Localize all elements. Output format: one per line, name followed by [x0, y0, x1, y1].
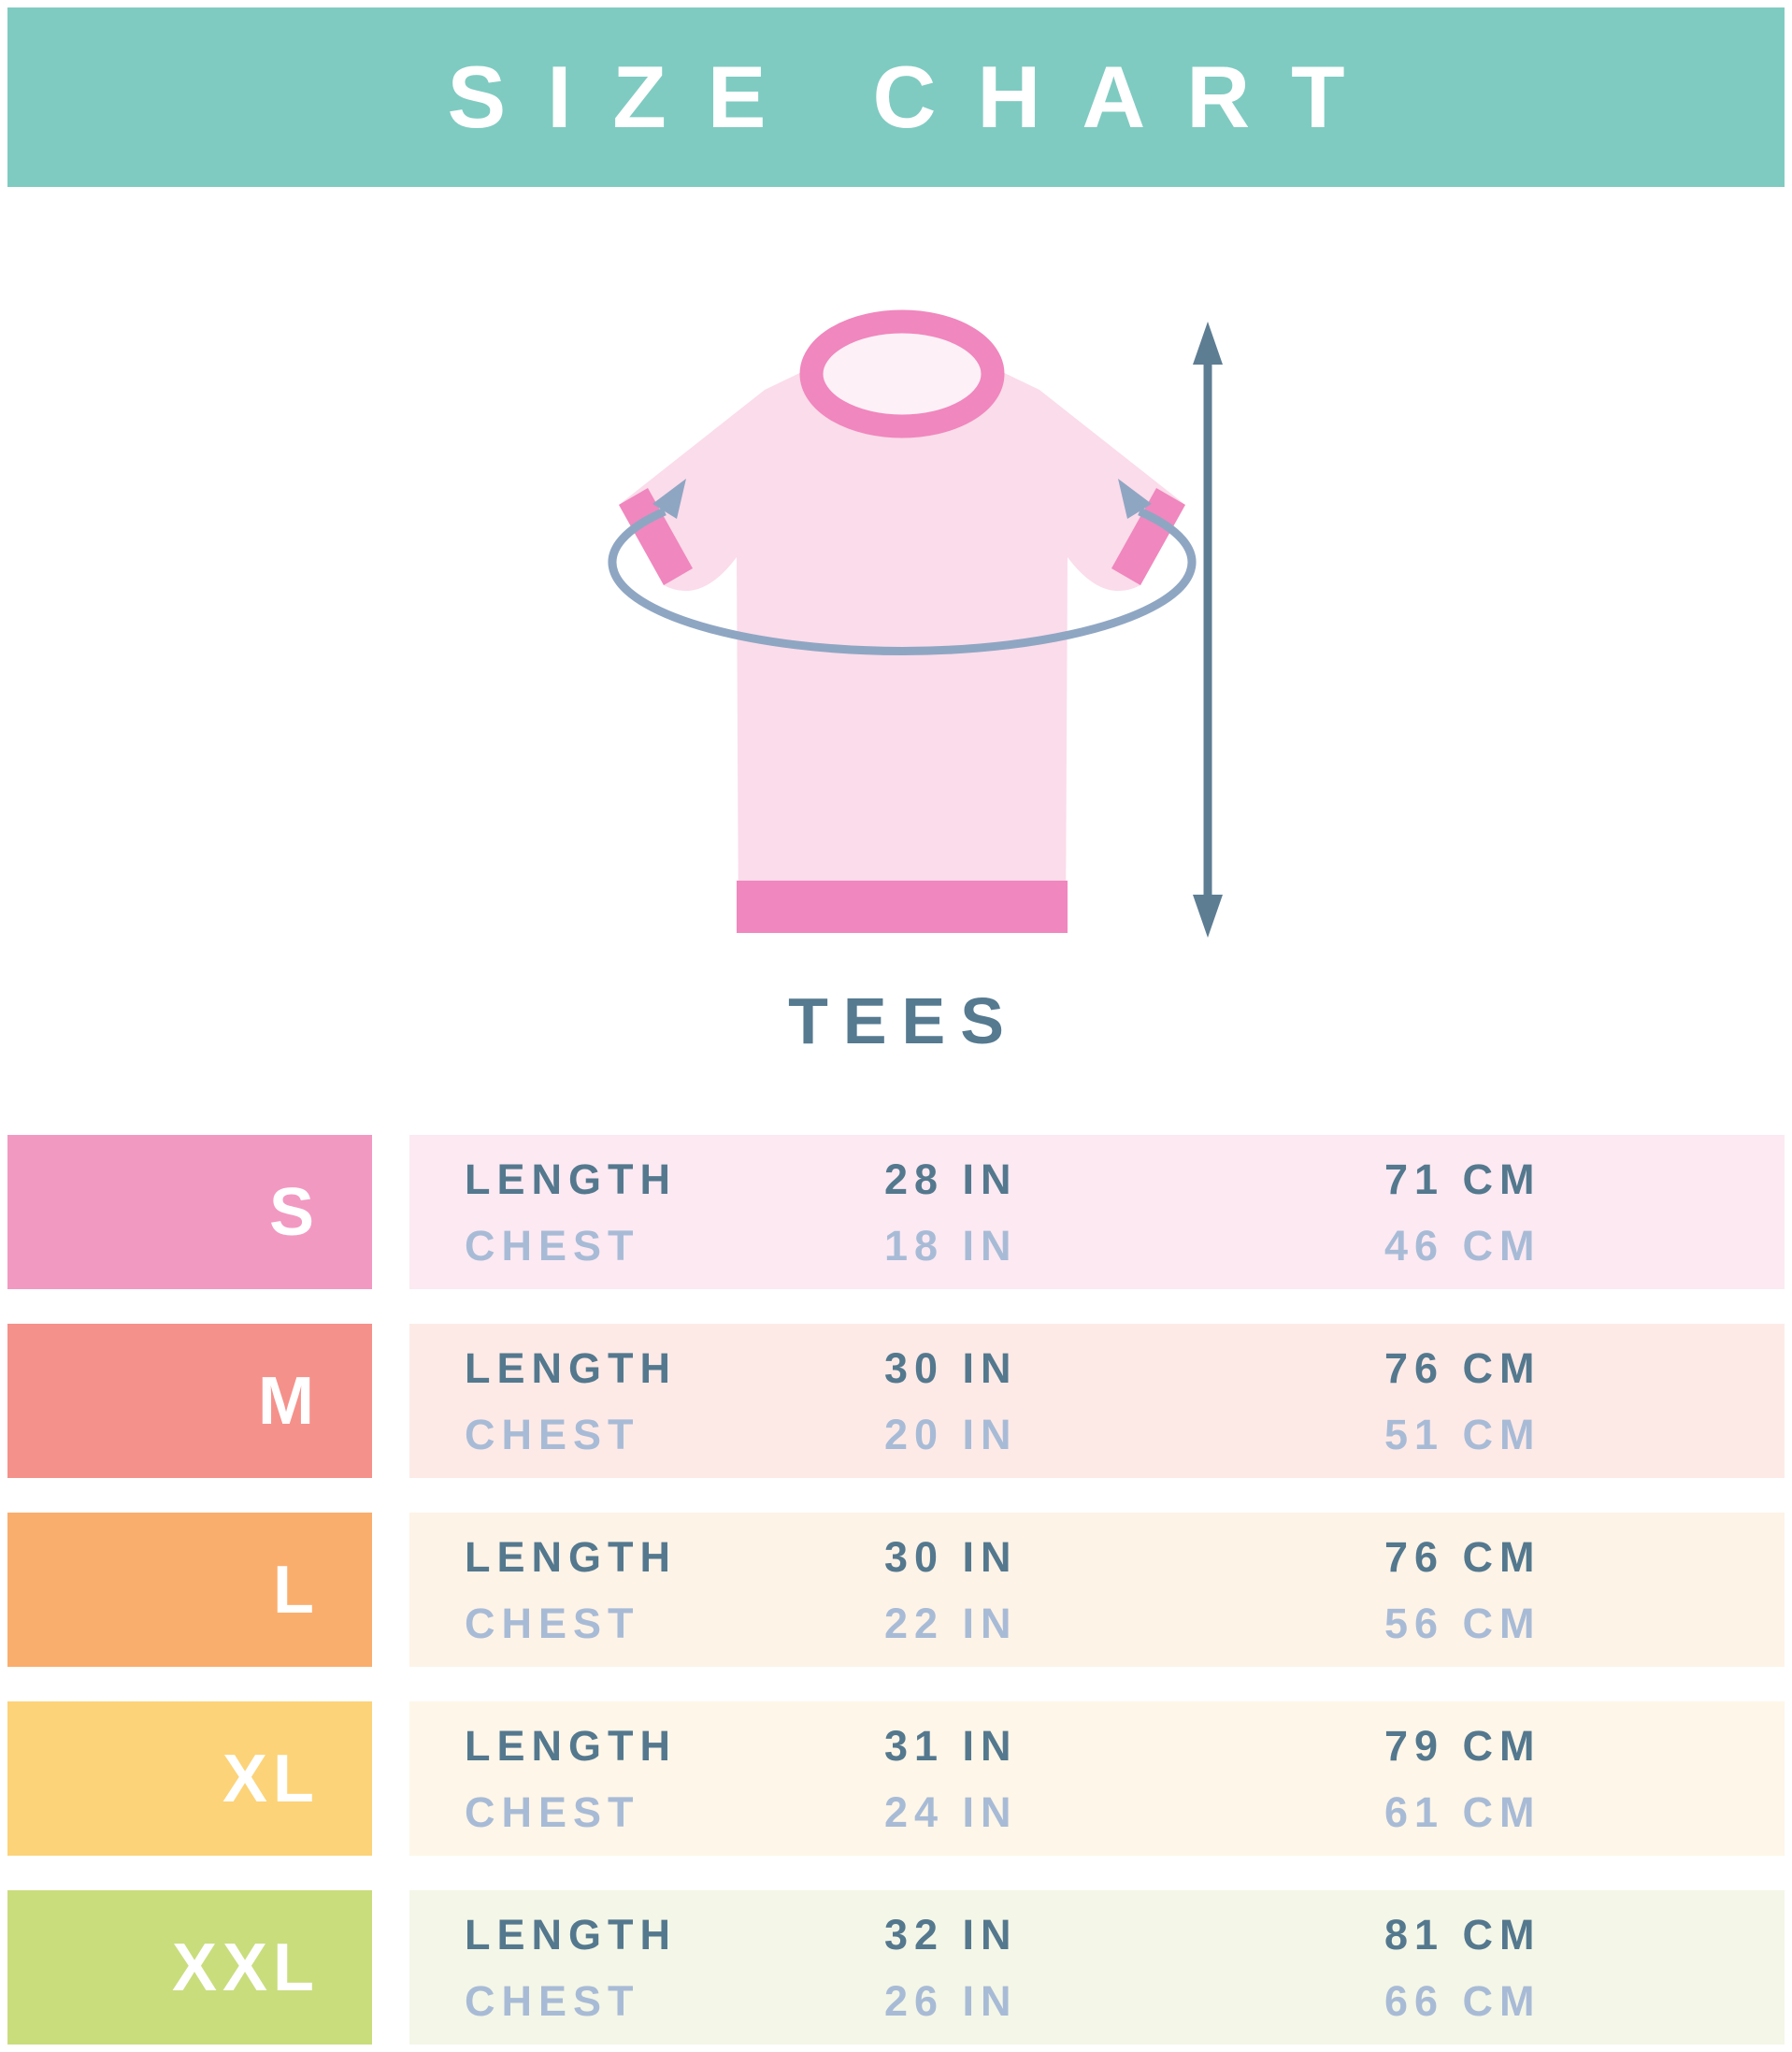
- tee-left-cuff: [619, 488, 693, 585]
- size-measurements-panel: LENGTH CHEST 30 IN 20 IN 76 CM 51 CM: [409, 1324, 1785, 1478]
- chest-arrow-right-head: [1118, 479, 1152, 519]
- length-cm-value: 76 CM: [1384, 1532, 1541, 1581]
- size-badge: M: [7, 1324, 372, 1478]
- chest-cm-value: 46 CM: [1384, 1221, 1541, 1270]
- length-in-value: 30 IN: [884, 1532, 1018, 1581]
- chest-label: CHEST: [465, 1787, 640, 1836]
- chest-label: CHEST: [465, 1221, 640, 1270]
- chest-in-value: 18 IN: [884, 1221, 1018, 1270]
- chest-cm-value: 51 CM: [1384, 1410, 1541, 1458]
- size-badge: L: [7, 1513, 372, 1667]
- size-row-l: L LENGTH CHEST 30 IN 22 IN 76 CM 56 CM: [7, 1513, 1785, 1667]
- chest-measure-arrow: [608, 479, 1197, 655]
- tee-body: [619, 354, 1185, 932]
- length-label: LENGTH: [465, 1343, 677, 1392]
- chest-in-value: 22 IN: [884, 1599, 1018, 1647]
- size-row-s: S LENGTH CHEST 28 IN 18 IN 71 CM 46 CM: [7, 1135, 1785, 1289]
- length-label: LENGTH: [465, 1532, 677, 1581]
- size-badge: S: [7, 1135, 372, 1289]
- tee-measurement-diagram: [0, 187, 1792, 972]
- chest-cm-value: 61 CM: [1384, 1787, 1541, 1836]
- length-in-value: 28 IN: [884, 1155, 1018, 1203]
- size-measurements-panel: LENGTH CHEST 32 IN 26 IN 81 CM 66 CM: [409, 1890, 1785, 2045]
- chest-label: CHEST: [465, 1976, 640, 2025]
- chest-label: CHEST: [465, 1599, 640, 1647]
- size-badge: XXL: [7, 1890, 372, 2045]
- length-label: LENGTH: [465, 1910, 677, 1959]
- size-measurements-panel: LENGTH CHEST 31 IN 24 IN 79 CM 61 CM: [409, 1701, 1785, 1856]
- length-in-value: 31 IN: [884, 1721, 1018, 1770]
- size-measurements-panel: LENGTH CHEST 28 IN 18 IN 71 CM 46 CM: [409, 1135, 1785, 1289]
- size-badge-label: XXL: [171, 1930, 320, 2005]
- size-badge-label: M: [258, 1363, 320, 1439]
- tee-illustration: [608, 309, 1223, 938]
- length-cm-value: 76 CM: [1384, 1343, 1541, 1392]
- length-cm-value: 81 CM: [1384, 1910, 1541, 1959]
- length-arrow-bottom-head: [1193, 895, 1223, 938]
- tee-right-cuff: [1111, 488, 1185, 585]
- tee-hem: [737, 881, 1068, 933]
- size-measurements-panel: LENGTH CHEST 30 IN 22 IN 76 CM 56 CM: [409, 1513, 1785, 1667]
- length-label: LENGTH: [465, 1721, 677, 1770]
- size-row-xl: XL LENGTH CHEST 31 IN 24 IN 79 CM 61 CM: [7, 1701, 1785, 1856]
- length-cm-value: 71 CM: [1384, 1155, 1541, 1203]
- size-table: S LENGTH CHEST 28 IN 18 IN 71 CM 46 CM M…: [0, 1135, 1792, 2045]
- tee-collar: [799, 309, 1005, 438]
- chest-cm-value: 66 CM: [1384, 1976, 1541, 2025]
- size-chart-header: SIZE CHART: [7, 7, 1785, 187]
- chest-cm-value: 56 CM: [1384, 1599, 1541, 1647]
- size-badge-label: XL: [222, 1741, 320, 1816]
- chest-in-value: 26 IN: [884, 1976, 1018, 2025]
- product-category-label: TEES: [788, 984, 1019, 1057]
- chest-label: CHEST: [465, 1410, 640, 1458]
- chest-in-value: 24 IN: [884, 1787, 1018, 1836]
- size-badge-label: S: [268, 1174, 320, 1250]
- chest-in-value: 20 IN: [884, 1410, 1018, 1458]
- length-in-value: 32 IN: [884, 1910, 1018, 1959]
- length-measure-arrow: [1193, 322, 1223, 938]
- size-badge-label: L: [273, 1552, 320, 1628]
- size-badge: XL: [7, 1701, 372, 1856]
- size-row-xxl: XXL LENGTH CHEST 32 IN 26 IN 81 CM 66 CM: [7, 1890, 1785, 2045]
- length-in-value: 30 IN: [884, 1343, 1018, 1392]
- page-title: SIZE CHART: [447, 48, 1386, 146]
- chest-arrow-left-head: [652, 479, 686, 519]
- size-row-m: M LENGTH CHEST 30 IN 20 IN 76 CM 51 CM: [7, 1324, 1785, 1478]
- length-cm-value: 79 CM: [1384, 1721, 1541, 1770]
- length-arrow-top-head: [1193, 322, 1223, 365]
- length-label: LENGTH: [465, 1155, 677, 1203]
